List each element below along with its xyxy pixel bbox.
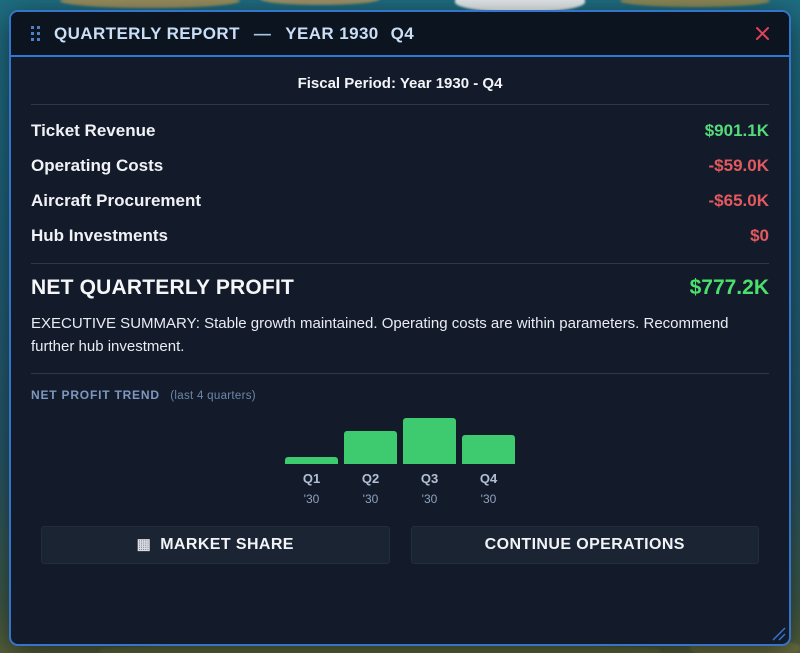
line-item-value: $901.1K — [704, 120, 769, 140]
chart-bar-q1 — [285, 456, 338, 464]
continue-operations-button[interactable]: CONTINUE OPERATIONS — [410, 525, 759, 564]
tick-year: '30 — [480, 491, 497, 506]
market-share-button[interactable]: ▦ MARKET SHARE — [41, 525, 390, 564]
quarterly-report-dialog: QUARTERLY REPORT — YEAR 1930 Q4 Fiscal P… — [9, 10, 791, 646]
map-landmass — [455, 0, 585, 12]
chart-bar-q2 — [344, 430, 397, 464]
map-landmass — [620, 0, 770, 7]
trend-title: NET PROFIT TREND — [31, 387, 160, 402]
chart-tick: Q1 '30 — [285, 471, 338, 506]
close-x-icon — [755, 27, 769, 40]
line-item-label: Aircraft Procurement — [31, 190, 202, 210]
tick-year: '30 — [303, 491, 320, 506]
grid-icon: ▦ — [136, 536, 152, 553]
map-landmass — [100, 644, 660, 653]
title-separator: — — [253, 23, 272, 43]
line-item-value: -$59.0K — [708, 155, 769, 175]
trend-heading: NET PROFIT TREND (last 4 quarters) — [29, 374, 771, 404]
net-profit-value: $777.2K — [689, 276, 769, 299]
chart-bar-q3 — [403, 417, 456, 464]
executive-summary: EXECUTIVE SUMMARY: Stable growth maintai… — [31, 315, 729, 356]
continue-operations-label: CONTINUE OPERATIONS — [484, 535, 685, 553]
line-item-row: Operating Costs -$59.0K — [31, 148, 769, 183]
line-item-value: -$65.0K — [708, 190, 769, 210]
drag-handle-icon[interactable] — [31, 26, 40, 41]
divider — [31, 263, 769, 264]
chart-tick: Q3 '30 — [403, 471, 456, 506]
chart-tick: Q2 '30 — [344, 471, 397, 506]
tick-year: '30 — [362, 491, 379, 506]
line-item-row: Aircraft Procurement -$65.0K — [31, 183, 769, 218]
line-item-row: Ticket Revenue $901.1K — [31, 113, 769, 148]
dialog-title: QUARTERLY REPORT — YEAR 1930 Q4 — [54, 24, 414, 44]
line-item-label: Operating Costs — [31, 155, 164, 175]
net-profit-bar-chart — [29, 417, 771, 464]
map-landmass — [60, 0, 240, 8]
tick-quarter: Q3 — [420, 470, 439, 486]
map-landmass — [260, 0, 380, 5]
divider — [31, 104, 769, 105]
line-item-value: $0 — [750, 225, 769, 245]
net-profit-row: NET QUARTERLY PROFIT $777.2K — [29, 264, 771, 310]
tick-year: '30 — [421, 491, 438, 506]
market-share-label: MARKET SHARE — [160, 535, 294, 553]
net-profit-label: NET QUARTERLY PROFIT — [31, 276, 295, 299]
dialog-body: Fiscal Period: Year 1930 - Q4 Ticket Rev… — [11, 57, 789, 564]
line-item-label: Hub Investments — [31, 225, 168, 245]
chart-bar-q4 — [462, 434, 515, 464]
tick-quarter: Q2 — [361, 470, 380, 486]
dialog-title-text: QUARTERLY REPORT — [54, 23, 240, 43]
tick-quarter: Q1 — [302, 470, 321, 486]
fiscal-period-label: Fiscal Period: Year 1930 - Q4 — [297, 75, 503, 92]
line-item-label: Ticket Revenue — [31, 120, 156, 140]
tick-quarter: Q4 — [479, 470, 498, 486]
dialog-titlebar: QUARTERLY REPORT — YEAR 1930 Q4 — [11, 12, 789, 57]
title-quarter: Q4 — [390, 23, 415, 43]
close-button[interactable] — [751, 23, 773, 45]
line-items: Ticket Revenue $901.1K Operating Costs -… — [29, 105, 771, 263]
line-item-row: Hub Investments $0 — [31, 218, 769, 253]
resize-handle-icon[interactable] — [772, 627, 786, 641]
title-year: YEAR 1930 — [285, 23, 379, 43]
action-buttons: ▦ MARKET SHARE CONTINUE OPERATIONS — [41, 525, 759, 564]
chart-tick: Q4 '30 — [462, 471, 515, 506]
trend-subtitle: (last 4 quarters) — [170, 389, 256, 402]
divider — [31, 372, 769, 374]
chart-axis-labels: Q1 '30 Q2 '30 Q3 '30 Q4 '30 — [29, 471, 771, 506]
